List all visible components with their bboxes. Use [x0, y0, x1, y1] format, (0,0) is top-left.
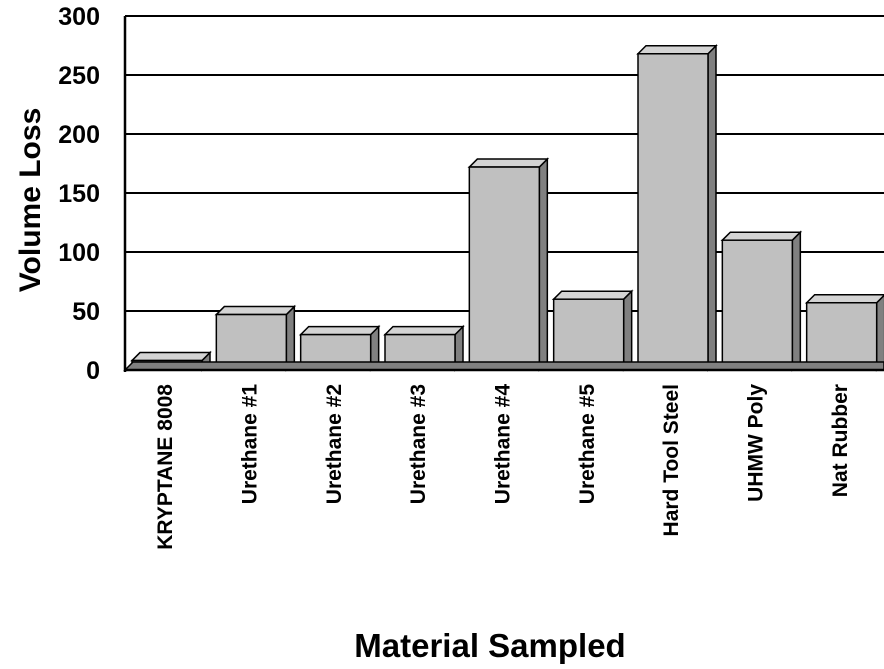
bar-side — [875, 294, 884, 372]
bar-front — [721, 239, 794, 371]
bar-top — [636, 45, 718, 55]
bar-side — [622, 289, 633, 372]
bar-top — [214, 305, 297, 316]
y-axis-title: Volume Loss — [14, 108, 47, 292]
bar-top — [130, 351, 212, 362]
bar-top — [551, 290, 634, 300]
y-tick-labels: 0 50 100 150 200 250 300 — [58, 3, 100, 385]
y-tick-label: 200 — [58, 121, 100, 149]
bar-side — [538, 157, 549, 372]
bar — [636, 43, 718, 372]
y-tick-label: 250 — [58, 62, 100, 90]
y-tick-label: 0 — [86, 357, 100, 385]
bar — [214, 304, 297, 372]
bar-front — [805, 301, 878, 371]
bar-side — [285, 304, 296, 372]
bar-top — [720, 231, 803, 241]
y-tick-label: 100 — [58, 239, 100, 267]
x-tick-label: UHMW Poly — [745, 384, 768, 502]
x-tick-label: Nat Rubber — [829, 384, 852, 497]
bar-side — [707, 43, 717, 372]
y-tick-label: 300 — [58, 3, 100, 31]
bar — [467, 157, 550, 372]
bar-front — [552, 298, 625, 371]
bar-top — [804, 293, 884, 304]
bar — [720, 230, 803, 372]
y-tick-label: 150 — [58, 180, 100, 208]
x-tick-label: Urethane #2 — [323, 384, 346, 504]
bar-top — [298, 325, 381, 336]
bar-front — [468, 166, 541, 371]
bar-front — [637, 53, 709, 371]
bar — [804, 293, 884, 372]
x-tick-label: Urethane #5 — [576, 384, 599, 505]
y-tick-label: 50 — [72, 298, 100, 326]
bar-side — [791, 230, 802, 372]
bar-top — [383, 325, 465, 336]
x-tick-labels: KRYPTANE 8008 Urethane #1 Urethane #2 Ureth… — [154, 384, 852, 550]
x-tick-label: Urethane #3 — [407, 384, 430, 504]
x-tick-label: Urethane #4 — [492, 384, 515, 505]
x-tick-label: KRYPTANE 8008 — [154, 384, 177, 550]
x-tick-label: Urethane #1 — [239, 384, 262, 505]
bar — [551, 289, 634, 372]
bars — [130, 43, 884, 372]
axes — [123, 16, 884, 372]
bar-top — [467, 158, 550, 168]
x-tick-label: Hard Tool Steel — [660, 384, 683, 536]
x-axis-title: Material Sampled — [354, 627, 625, 664]
